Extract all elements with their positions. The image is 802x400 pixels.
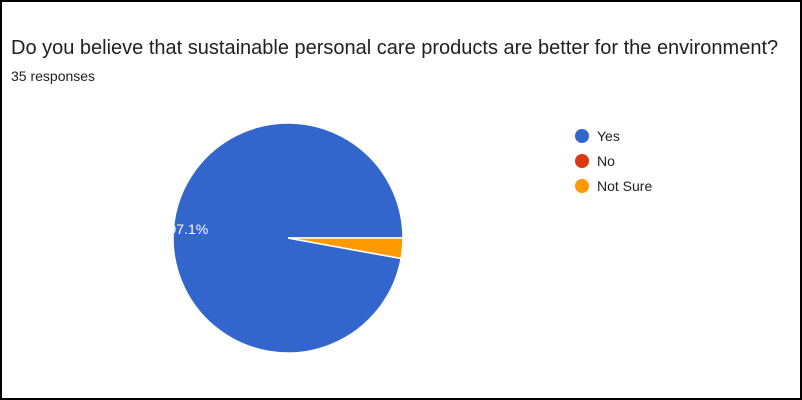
legend-label: Not Sure [597, 177, 653, 194]
pie-slice-label: 97.1% [169, 221, 209, 237]
legend-item-not-sure[interactable]: Not Sure [575, 173, 652, 198]
chart-legend: Yes No Not Sure [575, 123, 652, 198]
response-count: 35 responses [11, 68, 96, 84]
legend-item-no[interactable]: No [575, 148, 652, 173]
legend-swatch-icon [575, 128, 589, 143]
legend-swatch-icon [575, 178, 589, 193]
pie-slice-not-sure[interactable] [287, 237, 404, 260]
legend-swatch-icon [575, 153, 589, 168]
legend-item-yes[interactable]: Yes [575, 123, 652, 148]
legend-label: Yes [597, 127, 620, 144]
legend-label: No [597, 152, 615, 169]
question-title: Do you believe that sustainable personal… [11, 37, 779, 59]
